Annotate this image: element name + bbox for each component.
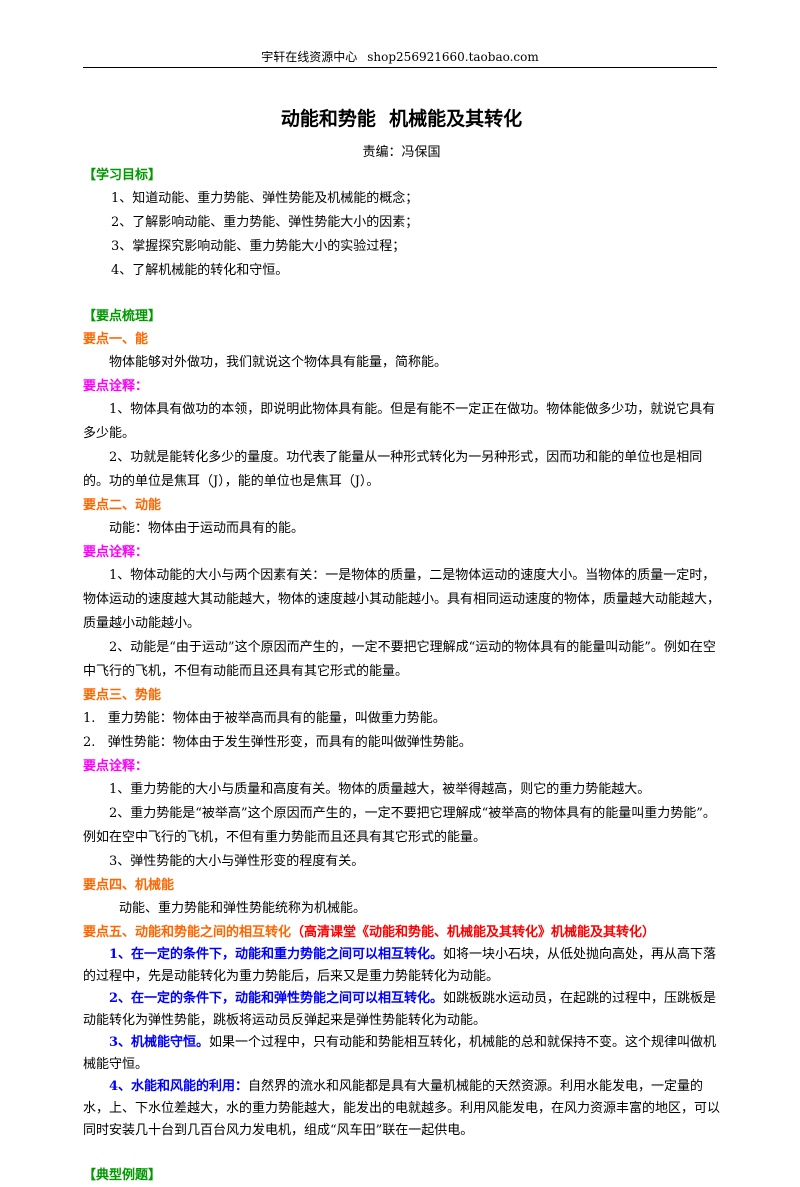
spacer	[83, 1142, 720, 1164]
point3-heading: 要点三、势能	[83, 688, 162, 703]
point2-note-label: 要点诠释：	[83, 545, 149, 560]
document-title: 动能和势能 机械能及其转化	[280, 108, 523, 130]
point5-item-text: 如果一个过程中，只有动能和势能相互转化，机械能的总和就保持不变。这个规律叫做机械…	[83, 1035, 717, 1072]
point3-note: 1、重力势能的大小与质量和高度有关。物体的质量越大，被举得越高，则它的重力势能越…	[109, 782, 651, 797]
point5-item-text: 如将一块小石块，从低处抛向高处，再从高下落的过程中，先是动能转化为重力势能后，后…	[83, 947, 717, 984]
point5-item: 4、水能和风能的利用：自然界的流水和风能都是具有大量机械能的天然资源。利用水能发…	[83, 1076, 720, 1142]
goal-item: 1、知道动能、重力势能、弹性势能及机械能的概念；	[111, 191, 419, 206]
point2-note: 1、物体动能的大小与两个因素有关：一是物体的质量，二是物体运动的速度大小。当物体…	[83, 568, 721, 631]
goal-item: 4、了解机械能的转化和守恒。	[111, 263, 289, 278]
point1-note: 2、功就是能转化多少的量度。功代表了能量从一种形式转化为一另种形式，因而功和能的…	[83, 450, 703, 489]
point5-item-bold: 4、水能和风能的利用：	[109, 1079, 249, 1094]
goals-heading: 【学习目标】	[83, 168, 162, 183]
point5-item: 2、在一定的条件下，动能和弹性势能之间可以相互转化。如跳板跳水运动员，在起跳的过…	[83, 988, 720, 1032]
summary-heading: 【要点梳理】	[83, 309, 162, 324]
point3-def: 2. 弹性势能：物体由于发生弹性形变，而具有的能叫做弹性势能。	[83, 735, 472, 750]
point3-note-label: 要点诠释：	[83, 759, 149, 774]
document-body: 动能和势能 机械能及其转化 责编：冯保国 【学习目标】 1、知道动能、重力势能、…	[83, 100, 720, 1187]
point4-text: 动能、重力势能和弹性势能统称为机械能。	[119, 901, 367, 916]
point3-note: 3、弹性势能的大小与弹性形变的程度有关。	[109, 854, 365, 869]
header-site: 宇轩在线资源中心	[261, 50, 358, 64]
examples-heading: 【典型例题】	[83, 1168, 162, 1183]
point5-item-bold: 3、机械能守恒。	[109, 1035, 210, 1050]
editor-line: 责编：冯保国	[362, 145, 441, 160]
point5-item-text: 如跳板跳水运动员，在起跳的过程中，压跳板是动能转化为弹性势能，跳板将运动员反弹起…	[83, 991, 717, 1028]
point5-video-link[interactable]: （高清课堂《动能和势能、机械能及其转化》机械能及其转化）	[291, 925, 656, 940]
point5-item-bold: 2、在一定的条件下，动能和弹性势能之间可以相互转化。	[109, 991, 444, 1006]
point1-note: 1、物体具有做功的本领，即说明此物体具有能。但是有能不一定正在做功。物体能做多少…	[83, 402, 716, 441]
point2-heading: 要点二、动能	[83, 498, 162, 513]
point5-heading: 要点五、动能和势能之间的相互转化	[83, 925, 292, 940]
point5-item: 1、在一定的条件下，动能和重力势能之间可以相互转化。如将一块小石块，从低处抛向高…	[83, 944, 720, 988]
header-shop-url: shop256921660.taobao.com	[367, 50, 539, 64]
point4-heading: 要点四、机械能	[83, 878, 175, 893]
point1-note-label: 要点诠释：	[83, 379, 149, 394]
page-header: 宇轩在线资源中心 shop256921660.taobao.com	[83, 48, 717, 68]
goal-item: 2、了解影响动能、重力势能、弹性势能大小的因素；	[111, 215, 419, 230]
point2-text: 动能：物体由于运动而具有的能。	[109, 521, 305, 536]
point5-item-bold: 1、在一定的条件下，动能和重力势能之间可以相互转化。	[109, 947, 444, 962]
point3-note: 2、重力势能是“被举高”这个原因而产生的，一定不要把它理解成“被举高的物体具有的…	[83, 806, 716, 845]
point1-heading: 要点一、能	[83, 332, 149, 347]
point5-item: 3、机械能守恒。如果一个过程中，只有动能和势能相互转化，机械能的总和就保持不变。…	[83, 1032, 720, 1076]
goal-item: 3、掌握探究影响动能、重力势能大小的实验过程；	[111, 239, 406, 254]
spacer	[83, 283, 720, 305]
goals-list: 1、知道动能、重力势能、弹性势能及机械能的概念； 2、了解影响动能、重力势能、弹…	[83, 187, 720, 283]
point1-text: 物体能够对外做功，我们就说这个物体具有能量，简称能。	[109, 355, 448, 370]
point2-note: 2、动能是“由于运动”这个原因而产生的，一定不要把它理解成“运动的物体具有的能量…	[83, 640, 716, 679]
point5-heading-line: 要点五、动能和势能之间的相互转化（高清课堂《动能和势能、机械能及其转化》机械能及…	[83, 921, 720, 944]
point5-items: 1、在一定的条件下，动能和重力势能之间可以相互转化。如将一块小石块，从低处抛向高…	[83, 944, 720, 1142]
point3-def: 1. 重力势能：物体由于被举高而具有的能量，叫做重力势能。	[83, 711, 446, 726]
